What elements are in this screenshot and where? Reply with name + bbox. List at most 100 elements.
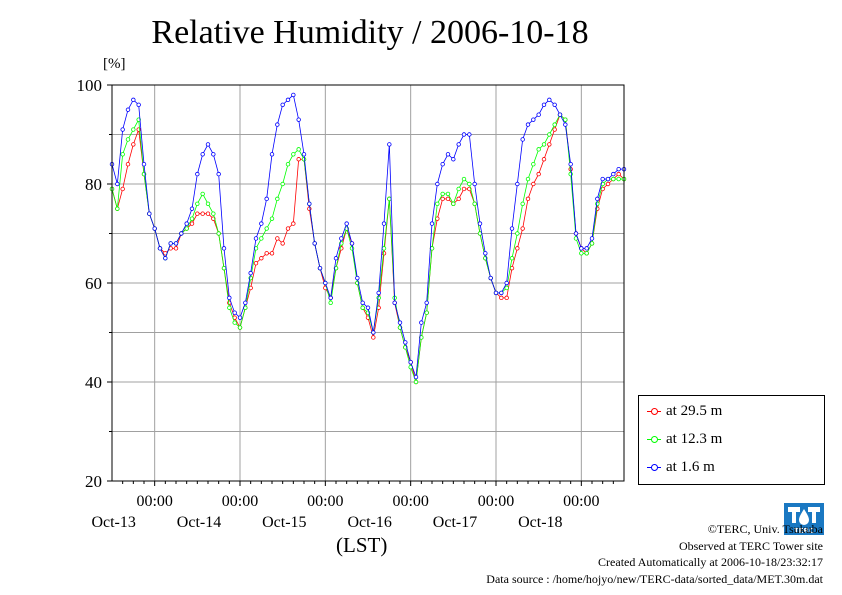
data-point xyxy=(317,265,323,271)
data-point xyxy=(195,201,200,206)
data-point xyxy=(451,157,456,162)
data-point xyxy=(275,122,280,127)
legend-marker-1-6m xyxy=(647,462,661,472)
data-point xyxy=(525,176,531,182)
data-point xyxy=(296,117,301,122)
data-point xyxy=(515,231,520,236)
x-tick-time-label: 00:00 xyxy=(136,493,172,510)
data-point xyxy=(536,147,541,152)
data-point xyxy=(205,211,211,216)
axes-group: 2040608010000:00Oct-1300:00Oct-1400:00Oc… xyxy=(77,76,614,531)
data-point xyxy=(221,265,227,271)
data-point xyxy=(520,137,525,142)
x-tick-time-label: 00:00 xyxy=(392,493,428,510)
data-point xyxy=(595,201,600,206)
data-point xyxy=(509,256,515,261)
data-point xyxy=(403,340,408,345)
data-point xyxy=(499,295,504,301)
data-point xyxy=(360,305,365,310)
data-point xyxy=(120,152,125,157)
data-point xyxy=(531,181,536,187)
x-tick-date-label: Oct-15 xyxy=(262,514,306,531)
data-point xyxy=(360,300,365,305)
credits-block: ©TERC, Univ. Tsukuba Observed at TERC To… xyxy=(486,521,823,587)
data-point xyxy=(200,152,205,157)
data-point xyxy=(493,290,499,296)
data-point xyxy=(419,320,424,325)
data-point xyxy=(248,270,253,276)
legend-label-1-6m: at 1.6 m xyxy=(666,458,715,475)
data-point xyxy=(579,251,584,256)
data-point xyxy=(616,166,621,172)
data-point xyxy=(547,132,552,137)
data-point xyxy=(371,330,376,335)
data-point xyxy=(563,122,568,127)
data-point xyxy=(541,142,547,147)
y-tick-label: 100 xyxy=(77,76,103,95)
x-tick-date-label: Oct-13 xyxy=(91,514,135,531)
y-tick-label: 20 xyxy=(85,472,102,491)
data-point xyxy=(253,261,259,266)
data-point xyxy=(323,280,328,286)
series-line xyxy=(111,113,625,383)
data-point xyxy=(227,295,232,301)
data-point xyxy=(392,300,397,305)
data-source-text: Data source : /home/hojyo/new/TERC-data/… xyxy=(486,571,823,586)
data-point xyxy=(211,211,216,216)
data-point xyxy=(584,246,589,251)
data-point xyxy=(573,231,579,236)
data-point xyxy=(552,127,557,132)
data-point xyxy=(461,186,467,192)
data-point xyxy=(184,221,189,226)
data-point xyxy=(461,132,467,137)
data-point xyxy=(152,226,157,231)
data-point xyxy=(445,196,451,202)
data-point xyxy=(552,102,557,107)
data-point xyxy=(440,161,445,167)
data-point xyxy=(611,176,616,182)
data-point xyxy=(189,206,195,211)
data-point xyxy=(456,142,461,147)
data-point xyxy=(440,191,445,197)
data-point xyxy=(195,211,200,216)
data-point xyxy=(301,152,307,157)
data-point xyxy=(291,92,296,98)
data-point xyxy=(307,206,312,211)
data-point xyxy=(483,251,488,256)
y-tick-label: 40 xyxy=(85,373,102,392)
x-axis-label: (LST) xyxy=(336,533,388,557)
data-point xyxy=(600,176,605,182)
data-point xyxy=(525,196,531,202)
data-point xyxy=(413,379,419,385)
data-point xyxy=(195,171,200,177)
data-point xyxy=(456,186,461,192)
data-point xyxy=(376,290,381,296)
data-point xyxy=(477,221,483,226)
data-point xyxy=(504,295,509,301)
data-point xyxy=(499,290,504,296)
data-point xyxy=(147,211,152,216)
x-tick-time-label: 00:00 xyxy=(478,493,514,510)
data-point xyxy=(189,216,195,221)
data-point xyxy=(243,300,248,305)
data-point xyxy=(307,201,312,206)
data-point xyxy=(312,241,317,246)
data-point xyxy=(387,142,392,147)
data-point xyxy=(408,360,413,365)
data-point xyxy=(616,171,621,177)
data-point xyxy=(141,161,147,167)
data-point xyxy=(115,181,120,187)
data-point xyxy=(520,226,525,231)
data-point xyxy=(579,246,584,251)
data-point xyxy=(371,335,376,340)
data-point xyxy=(589,241,595,246)
data-point xyxy=(472,181,477,187)
data-point xyxy=(205,201,211,206)
data-point xyxy=(547,142,552,147)
data-point xyxy=(595,196,600,202)
data-point xyxy=(291,152,296,157)
data-point xyxy=(227,305,232,310)
data-point xyxy=(120,186,125,192)
x-tick-time-label: 00:00 xyxy=(307,493,343,510)
data-point xyxy=(131,142,136,147)
